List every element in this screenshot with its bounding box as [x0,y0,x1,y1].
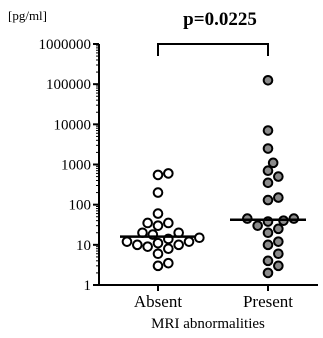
data-point-absent [194,232,205,244]
data-point-absent [152,248,164,260]
y-tick-label: 100000 [46,77,91,93]
marks-group [120,74,306,279]
data-point-present [273,248,284,260]
data-point-present [262,165,274,177]
data-point-present [262,143,274,154]
data-point-present [273,260,284,272]
data-point-present [262,74,274,86]
data-point-absent [163,257,174,269]
data-point-absent [121,236,133,247]
data-point-present [273,171,284,182]
data-point-absent [152,220,164,231]
data-point-absent [152,208,164,219]
data-point-present [262,216,274,227]
y-tick-label: 10000 [54,117,92,133]
data-point-absent [163,243,174,255]
data-point-absent [132,239,143,251]
p-value-annotation: p=0.0225 [183,9,257,30]
data-point-absent [152,169,164,181]
y-tick-label: 100 [69,198,92,214]
y-tick-label: 1 [84,278,92,294]
data-point-absent [152,237,164,249]
x-tick-label-absent: Absent [134,292,182,311]
data-point-present [262,255,274,267]
x-axis-label: MRI abnormalities [151,316,265,332]
significance-bracket [157,43,269,56]
axes-group: 1 10 100 1000 10000 100000 1000000 Absent Presen… [39,37,318,311]
data-point-absent [163,217,174,229]
x-tick-label-present: Present [243,292,293,311]
y-tick-label: 1000000 [39,37,92,53]
unit-label: [pg/ml] [8,8,47,23]
data-point-present [267,157,279,169]
data-point-absent [152,260,164,272]
y-tick-label: 1000 [61,158,91,174]
data-point-present [262,267,274,279]
data-point-present [273,192,284,203]
data-point-present [262,177,274,189]
data-point-present [262,227,274,239]
data-point-absent [163,168,174,179]
data-point-present [273,223,284,235]
data-point-absent [142,217,153,229]
data-point-present [252,220,263,231]
data-point-present [262,194,274,206]
data-point-present [262,125,274,136]
data-point-absent [183,236,195,247]
data-point-present [262,239,274,251]
y-tick-label: 10 [76,238,91,254]
data-point-absent [173,239,184,251]
data-point-absent [142,241,153,252]
data-point-present [273,236,284,247]
data-point-absent [152,187,164,198]
